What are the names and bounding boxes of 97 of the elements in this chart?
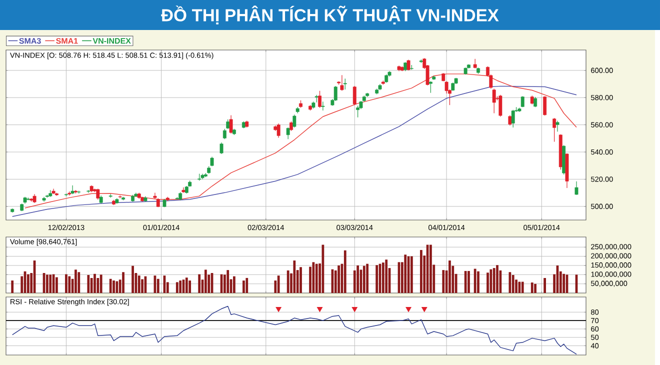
candlestick — [556, 120, 560, 132]
candlestick — [356, 105, 360, 118]
bar — [464, 270, 467, 294]
bar — [312, 262, 315, 294]
legend-label: VN-INDEX — [92, 38, 131, 44]
bar — [100, 274, 102, 294]
candlestick — [96, 188, 100, 200]
bar — [508, 272, 512, 294]
bar — [90, 278, 93, 294]
bar — [477, 271, 480, 294]
candlestick — [473, 58, 477, 69]
bar — [188, 280, 192, 294]
bar — [496, 265, 498, 294]
bar — [448, 260, 451, 294]
bar — [530, 282, 534, 294]
bar — [112, 280, 115, 294]
bar — [156, 278, 160, 294]
bar — [315, 264, 318, 294]
bar — [87, 275, 90, 294]
bar — [382, 262, 384, 294]
bar — [179, 280, 182, 294]
bar — [122, 272, 124, 294]
candlestick — [220, 142, 224, 154]
candlestick — [340, 74, 344, 92]
bar — [468, 270, 470, 294]
bar — [116, 281, 118, 294]
bar — [534, 284, 536, 294]
candlestick — [508, 114, 512, 126]
bar — [27, 274, 30, 294]
line-series — [12, 86, 577, 217]
bar — [138, 276, 140, 294]
bar — [544, 278, 546, 294]
candlestick — [352, 86, 356, 106]
candlestick — [276, 123, 280, 138]
candlestick — [511, 110, 515, 128]
candlestick — [552, 118, 556, 142]
candlestick — [292, 114, 296, 128]
candlestick — [543, 96, 547, 116]
bar — [490, 269, 492, 294]
legend-label: SMA3 — [19, 38, 41, 44]
bar — [521, 282, 524, 294]
bar — [338, 265, 340, 294]
bar — [562, 274, 566, 294]
bar — [78, 272, 80, 294]
candlestick — [574, 181, 578, 196]
line-series — [24, 74, 577, 208]
bar — [410, 256, 413, 294]
bar — [420, 250, 422, 294]
bar — [74, 270, 77, 294]
bar — [376, 265, 378, 294]
bar — [109, 278, 112, 294]
candlestick — [70, 185, 74, 194]
candlestick — [286, 127, 290, 140]
bar — [65, 274, 68, 294]
bar — [356, 265, 359, 294]
bar — [492, 268, 496, 294]
bar — [49, 274, 52, 294]
candlestick — [318, 90, 322, 108]
chart-title: ĐỒ THỊ PHÂN TÍCH KỸ THUẬT VN-INDEX — [161, 6, 499, 24]
bar — [94, 274, 96, 294]
bar — [56, 277, 58, 294]
bar — [362, 266, 366, 294]
bar — [141, 279, 144, 294]
candlestick — [182, 187, 186, 194]
bar — [300, 267, 302, 294]
candlestick — [290, 121, 293, 132]
bar — [442, 270, 445, 294]
bar — [242, 280, 245, 294]
bar — [132, 266, 134, 294]
bar — [198, 274, 201, 294]
bar — [185, 278, 188, 294]
bar — [404, 254, 407, 294]
bar — [46, 274, 48, 294]
candlestick — [229, 114, 233, 134]
bar — [11, 280, 14, 294]
bar — [233, 276, 236, 294]
bar — [293, 260, 296, 294]
candlestick — [498, 94, 502, 117]
line-series — [12, 306, 577, 355]
bar — [430, 244, 432, 294]
bar — [286, 270, 290, 294]
bar — [474, 268, 476, 294]
bar — [246, 278, 248, 294]
bar — [512, 275, 514, 294]
bar — [96, 278, 100, 294]
bar — [277, 276, 280, 294]
bar — [366, 264, 368, 294]
bar — [486, 272, 489, 294]
bar — [344, 250, 346, 294]
bar — [385, 260, 388, 294]
candlestick — [343, 78, 347, 90]
bar — [176, 282, 178, 294]
candlestick — [321, 101, 325, 111]
legend-label: SMA1 — [56, 38, 78, 44]
bar — [68, 276, 71, 294]
bar — [204, 270, 207, 294]
bar — [226, 270, 230, 294]
